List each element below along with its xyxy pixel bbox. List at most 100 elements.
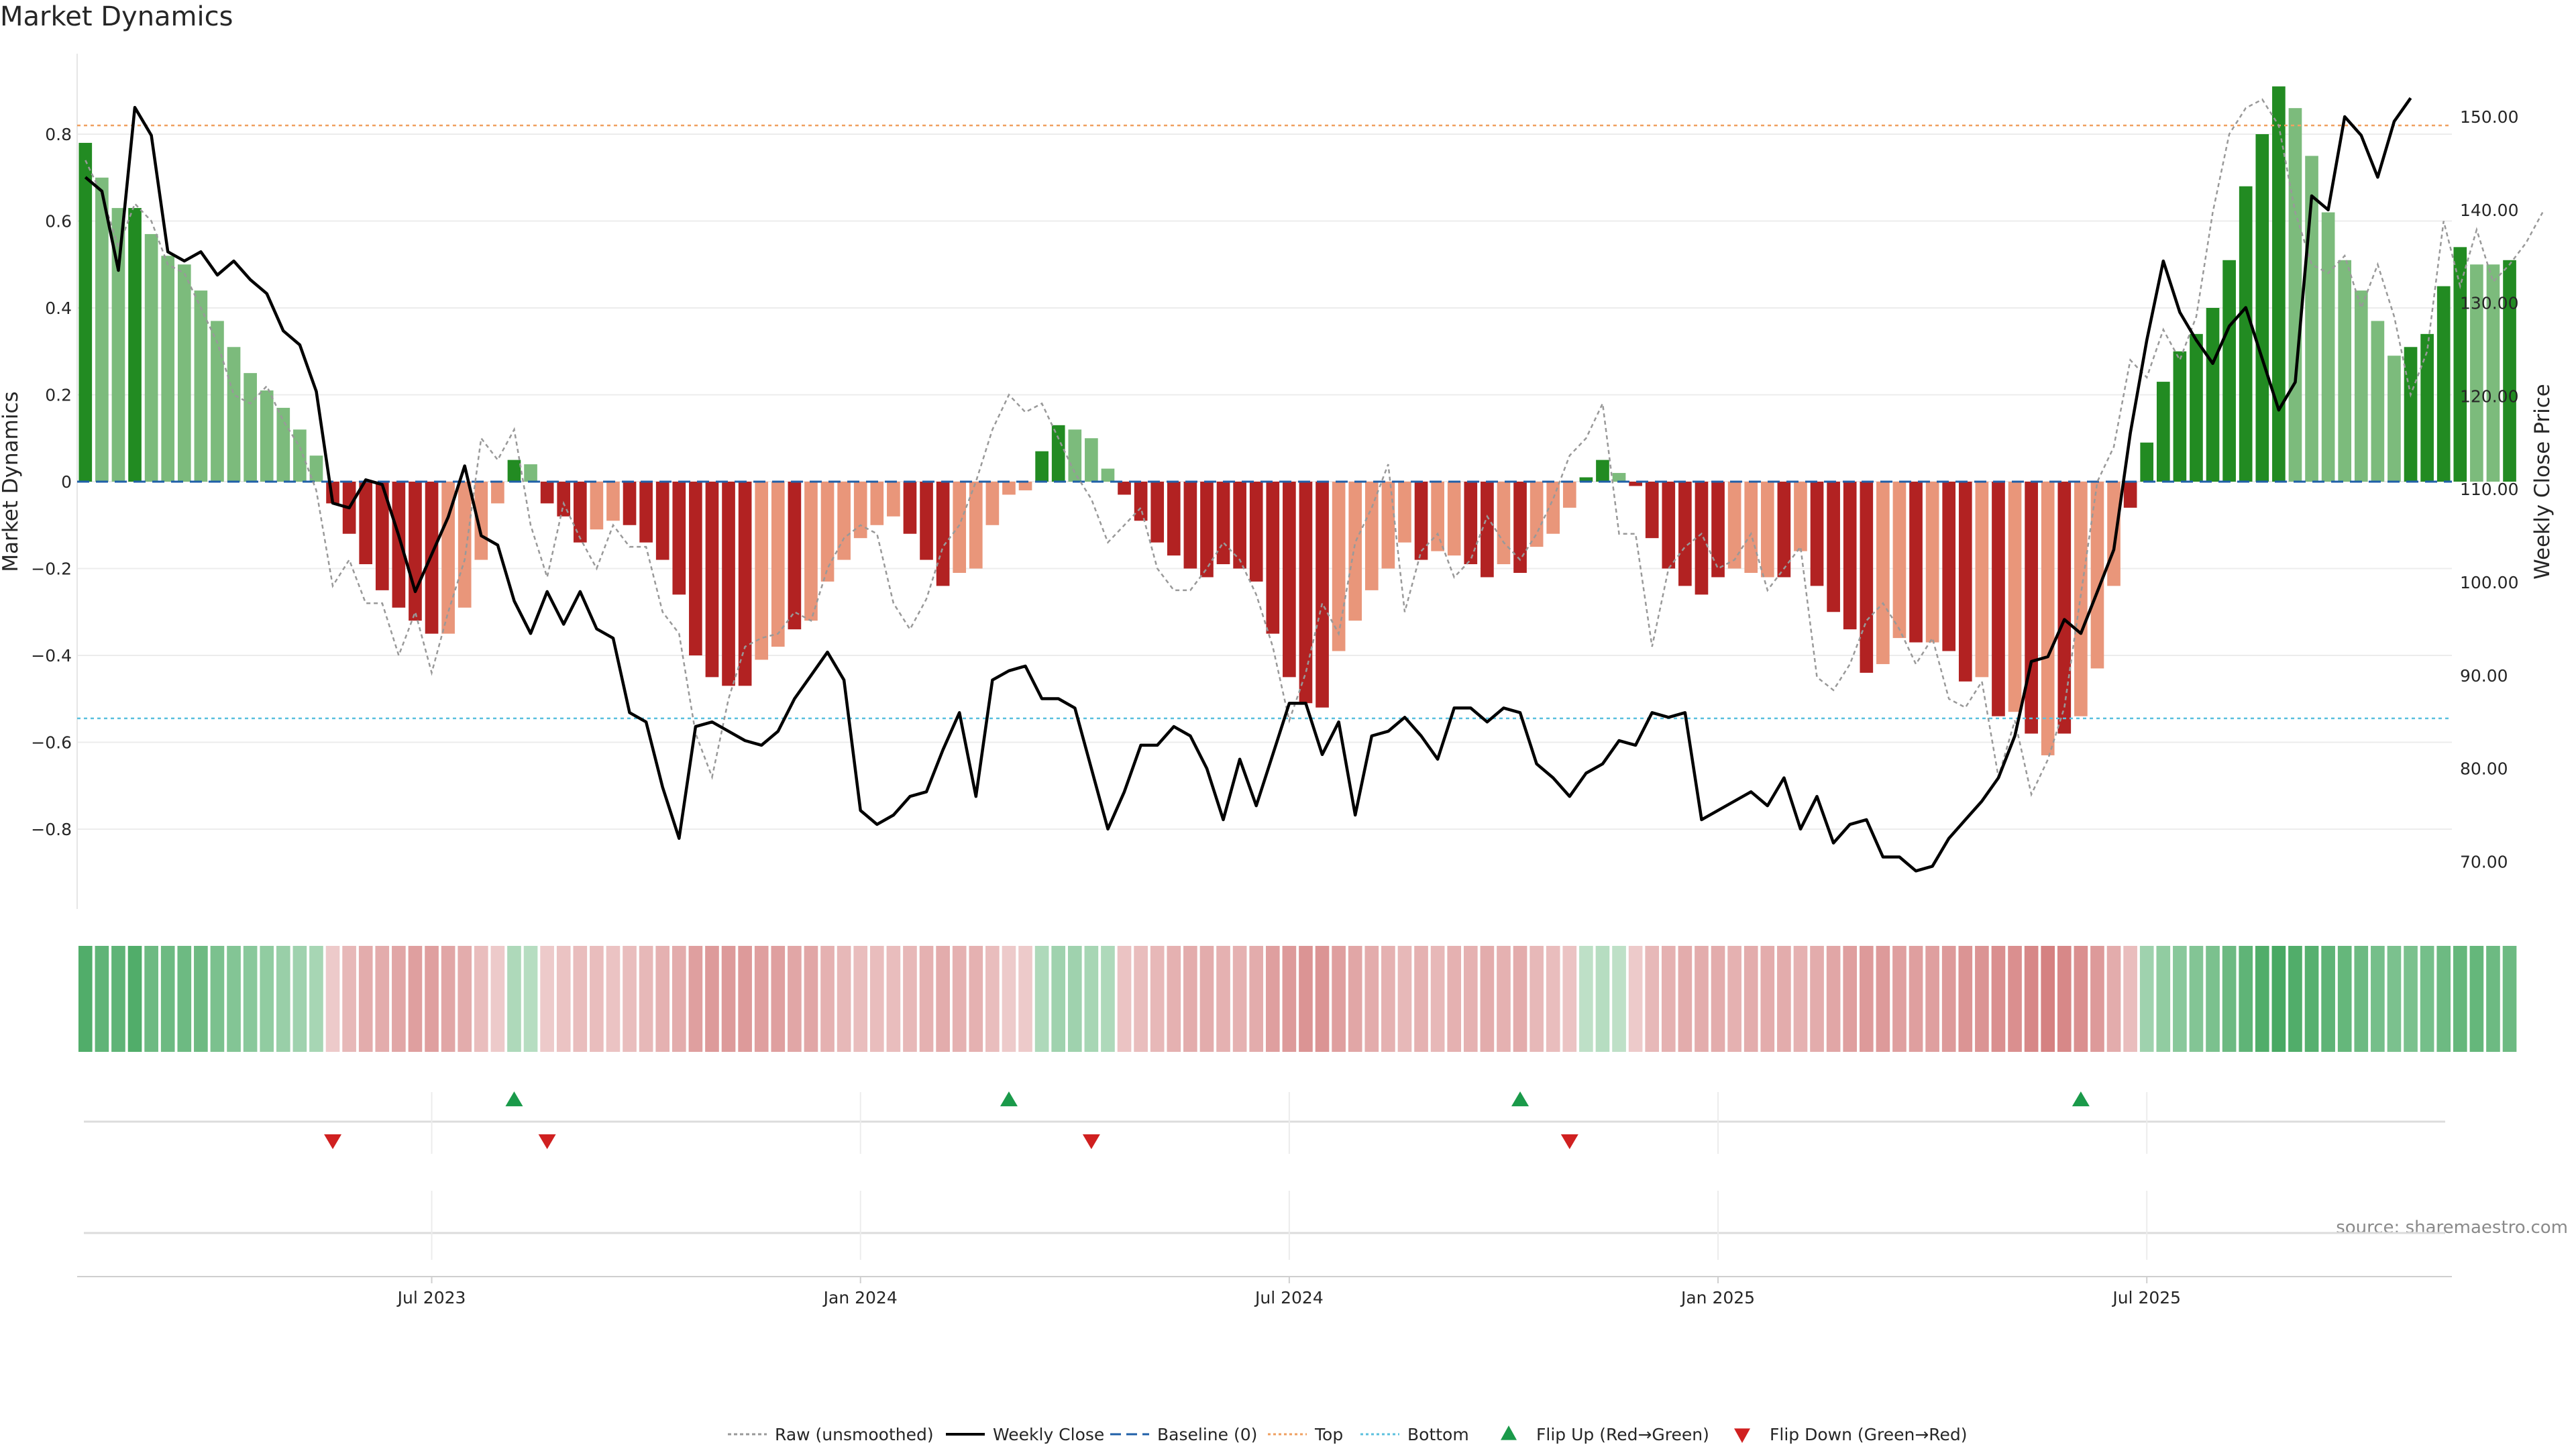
heat-cell — [1232, 946, 1247, 1052]
heat-cell — [1909, 946, 1923, 1052]
dynamics-bar — [95, 177, 109, 482]
heat-cell — [1628, 946, 1643, 1052]
right-tick-label: 80.00 — [2460, 759, 2508, 779]
dynamics-bar — [177, 264, 191, 482]
heat-cell — [1760, 946, 1775, 1052]
legend-label: Flip Down (Green→Red) — [1770, 1425, 1968, 1444]
triangle-down-icon — [1734, 1428, 1750, 1443]
heat-cell — [2024, 946, 2039, 1052]
heat-cell — [1595, 946, 1610, 1052]
heat-cell — [1958, 946, 1973, 1052]
heat-cell — [1711, 946, 1725, 1052]
heat-cell — [2008, 946, 2022, 1052]
heat-cell — [1364, 946, 1379, 1052]
heat-cell — [1117, 946, 1132, 1052]
dynamics-bar — [623, 482, 637, 525]
flip-up-marker — [1000, 1091, 1018, 1107]
flip-up-marker — [505, 1091, 523, 1107]
dynamics-bar — [1183, 482, 1197, 569]
heat-cell — [869, 946, 884, 1052]
dynamics-bar — [507, 460, 521, 482]
heat-cell — [623, 946, 637, 1052]
legend-label: Flip Up (Red→Green) — [1536, 1425, 1709, 1444]
dynamics-bar — [1118, 482, 1131, 495]
dynamics-bar — [1892, 482, 1907, 639]
dynamics-bar — [672, 482, 686, 595]
dynamics-bar — [1431, 482, 1444, 551]
dynamics-bar — [1398, 482, 1411, 543]
heat-cell — [1497, 946, 1511, 1052]
dynamics-bar — [2025, 482, 2038, 734]
heat-cell — [2123, 946, 2137, 1052]
heat-cell — [144, 946, 158, 1052]
dynamics-bar — [2354, 290, 2368, 482]
heat-cell — [1743, 946, 1758, 1052]
dynamics-bar — [1085, 438, 1098, 482]
heat-cell — [441, 946, 455, 1052]
dynamics-bar — [309, 455, 323, 482]
dynamics-bar — [2057, 482, 2072, 734]
heat-cell — [177, 946, 192, 1052]
heat-cell — [1661, 946, 1676, 1052]
dynamics-bar — [1464, 482, 1478, 565]
left-tick-label: −0.6 — [31, 733, 72, 753]
legend-label: Baseline (0) — [1157, 1425, 1257, 1444]
dynamics-bar — [1134, 482, 1148, 521]
legend-label: Weekly Close — [993, 1425, 1104, 1444]
heat-cell — [243, 946, 258, 1052]
dynamics-bar — [2041, 482, 2055, 755]
dynamics-bar — [590, 482, 604, 530]
dynamics-bar — [293, 429, 307, 482]
heat-cell — [490, 946, 505, 1052]
dynamics-bar — [853, 482, 867, 539]
legend-item: Weekly Close — [946, 1425, 1104, 1444]
heat-cell — [919, 946, 934, 1052]
heat-cell — [721, 946, 736, 1052]
heat-cell — [1480, 946, 1495, 1052]
heat-cell — [408, 946, 423, 1052]
dynamics-bar — [1381, 482, 1395, 569]
heat-cell — [2404, 946, 2418, 1052]
dynamics-bar — [1513, 482, 1527, 573]
dynamics-bar — [524, 464, 537, 482]
heat-cell — [1562, 946, 1577, 1052]
dynamics-bar — [2156, 382, 2170, 482]
dynamics-bar — [2123, 482, 2137, 508]
heat-cell — [309, 946, 323, 1052]
dynamics-bar — [78, 142, 93, 482]
dynamics-bar — [2486, 264, 2500, 482]
dynamics-bar — [1233, 482, 1246, 569]
heat-cell — [2321, 946, 2335, 1052]
dynamics-bar — [1546, 482, 1560, 534]
dynamics-bar — [1695, 482, 1709, 595]
dynamics-bar — [1562, 482, 1576, 508]
heat-cell — [1101, 946, 1115, 1052]
dynamics-bar — [2090, 482, 2104, 669]
dynamics-bar — [1068, 429, 1082, 482]
dynamics-bar — [458, 482, 472, 608]
right-tick-label: 140.00 — [2460, 201, 2518, 220]
heat-cell — [1859, 946, 1874, 1052]
heat-cell — [837, 946, 851, 1052]
dynamics-bar — [920, 482, 933, 560]
heat-cell — [738, 946, 752, 1052]
dynamics-bar — [1497, 482, 1511, 565]
dynamics-bar — [606, 482, 620, 521]
heat-cell — [853, 946, 868, 1052]
dynamics-bar — [1051, 425, 1065, 482]
heat-cell — [985, 946, 1000, 1052]
heat-cell — [1067, 946, 1082, 1052]
heat-cell — [2090, 946, 2104, 1052]
dynamics-bar — [1662, 482, 1676, 569]
dynamics-bar — [2470, 264, 2483, 482]
right-tick-label: 100.00 — [2460, 573, 2518, 592]
dynamics-bar — [144, 233, 158, 482]
heat-cell — [639, 946, 653, 1052]
x-tick-label: Jul 2025 — [2111, 1288, 2181, 1307]
heat-cell — [1430, 946, 1445, 1052]
dynamics-bar — [722, 482, 735, 686]
dynamics-bar — [870, 482, 884, 525]
right-tick-label: 110.00 — [2460, 480, 2518, 499]
heat-cell — [2354, 946, 2369, 1052]
heat-cell — [1348, 946, 1362, 1052]
